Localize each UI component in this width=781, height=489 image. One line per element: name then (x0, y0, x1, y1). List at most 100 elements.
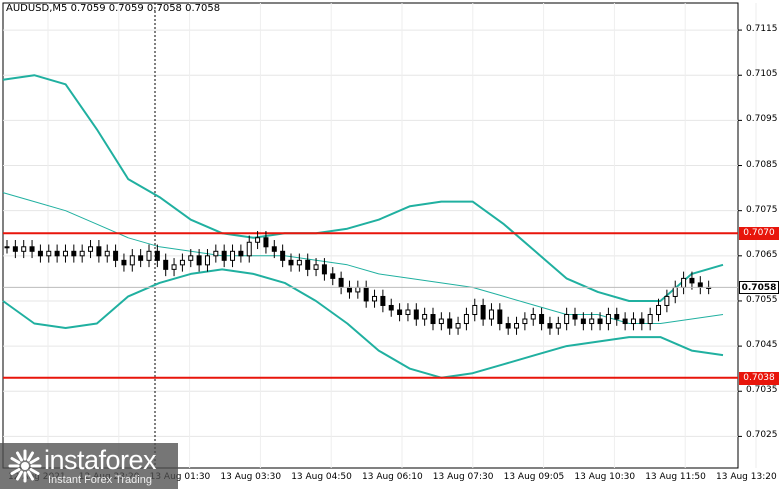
candle-body (605, 314, 611, 325)
candle-body (113, 250, 119, 261)
candle-body (413, 309, 419, 320)
y-tick-label: 0.7105 (746, 69, 778, 80)
resistance-price-tag: 0.7070 (739, 227, 779, 241)
bollinger-upper-line (2, 74, 724, 302)
candle-body (505, 323, 511, 329)
candles (4, 230, 712, 335)
symbol-timeframe: AUDUSD,M5 (6, 3, 68, 14)
candle-body (188, 255, 194, 261)
logo-ray (16, 451, 23, 462)
bollinger-middle-line (2, 192, 724, 324)
candle-body (397, 309, 403, 316)
candle-body (21, 246, 27, 252)
candle-body (539, 314, 545, 325)
candle-body (313, 264, 319, 270)
y-tick-label: 0.7095 (746, 114, 778, 125)
logo-ray (16, 470, 23, 481)
candle-body (288, 259, 294, 266)
candle-body (230, 250, 236, 261)
y-tick-label: 0.7045 (746, 340, 778, 351)
candle-body (79, 250, 85, 257)
candle-body (656, 304, 662, 316)
candle-body (104, 250, 110, 257)
candle-body (121, 259, 127, 266)
candle-body (221, 250, 227, 261)
candle-body (472, 304, 478, 316)
support-price-tag: 0.7038 (739, 371, 779, 385)
candle-body (71, 250, 77, 257)
candle-body (555, 323, 561, 329)
candle-body (597, 318, 603, 325)
candle-body (630, 318, 636, 325)
x-tick-label: 13 Aug 06:10 (362, 472, 423, 482)
candle-body (88, 246, 94, 252)
candle-body (138, 255, 144, 261)
candle-body (488, 309, 494, 320)
candle-body (664, 295, 670, 306)
candle-body (355, 286, 361, 293)
candle-body (647, 314, 653, 325)
candle-body (263, 237, 269, 248)
logo-ray (27, 451, 34, 462)
plot-frame (2, 2, 739, 469)
x-tick-label: 13 Aug 13:20 (716, 472, 777, 482)
x-tick-label: 13 Aug 01:30 (149, 472, 211, 482)
candle-body (580, 318, 586, 325)
candle-body (62, 250, 68, 257)
y-tick-label: 0.7035 (746, 385, 778, 396)
ohlc-readout: 0.7059 0.7059 0.7058 0.7058 (70, 3, 221, 14)
candle-body (29, 246, 35, 252)
y-tick-label: 0.7055 (746, 294, 778, 305)
candle-body (280, 250, 286, 261)
candle-body (338, 277, 344, 288)
candle-body (171, 264, 177, 270)
watermark-tagline: Instant Forex Trading (48, 474, 152, 486)
candle-body (305, 259, 311, 270)
logo-ray (29, 457, 40, 464)
candle-body (37, 250, 43, 257)
y-tick-label: 0.7075 (746, 204, 778, 215)
candle-body (564, 314, 570, 325)
candle-body (330, 273, 336, 279)
candle-body (497, 309, 503, 325)
candle-body (639, 318, 645, 325)
candle-body (622, 318, 628, 325)
candle-body (321, 264, 327, 275)
candle-body (204, 255, 210, 266)
x-tick-label: 13 Aug 07:30 (432, 472, 494, 482)
candle-body (672, 286, 678, 297)
candle-body (163, 259, 169, 270)
candle-body (572, 314, 578, 320)
candle-body (346, 286, 352, 293)
candle-body (530, 314, 536, 320)
candle-body (681, 277, 687, 288)
candle-body (255, 237, 261, 243)
candle-body (697, 282, 703, 288)
watermark-brand: instaforex (44, 445, 157, 475)
logo-ray (27, 470, 34, 481)
candle-body (4, 246, 10, 249)
candle-body (96, 246, 102, 257)
bollinger-bands (2, 74, 724, 379)
logo-ray (29, 468, 40, 475)
y-tick-label: 0.7065 (746, 249, 778, 260)
candle-body (146, 250, 152, 261)
candle-body (372, 295, 378, 302)
candle-body (196, 255, 202, 266)
candle-body (447, 318, 453, 329)
instaforex-watermark: instaforex Instant Forex Trading (0, 443, 178, 489)
candle-body (54, 250, 60, 257)
x-tick-label: 13 Aug 04:50 (291, 472, 352, 482)
candle-body (246, 241, 252, 257)
candle-body (129, 255, 135, 266)
candle-body (154, 250, 160, 261)
candle-body (46, 250, 52, 257)
candle-body (363, 286, 369, 302)
candle-body (388, 304, 394, 311)
bollinger-lower-line (2, 268, 724, 379)
candle-body (405, 309, 411, 316)
candle-body (179, 259, 185, 266)
logo-ray (10, 457, 21, 464)
